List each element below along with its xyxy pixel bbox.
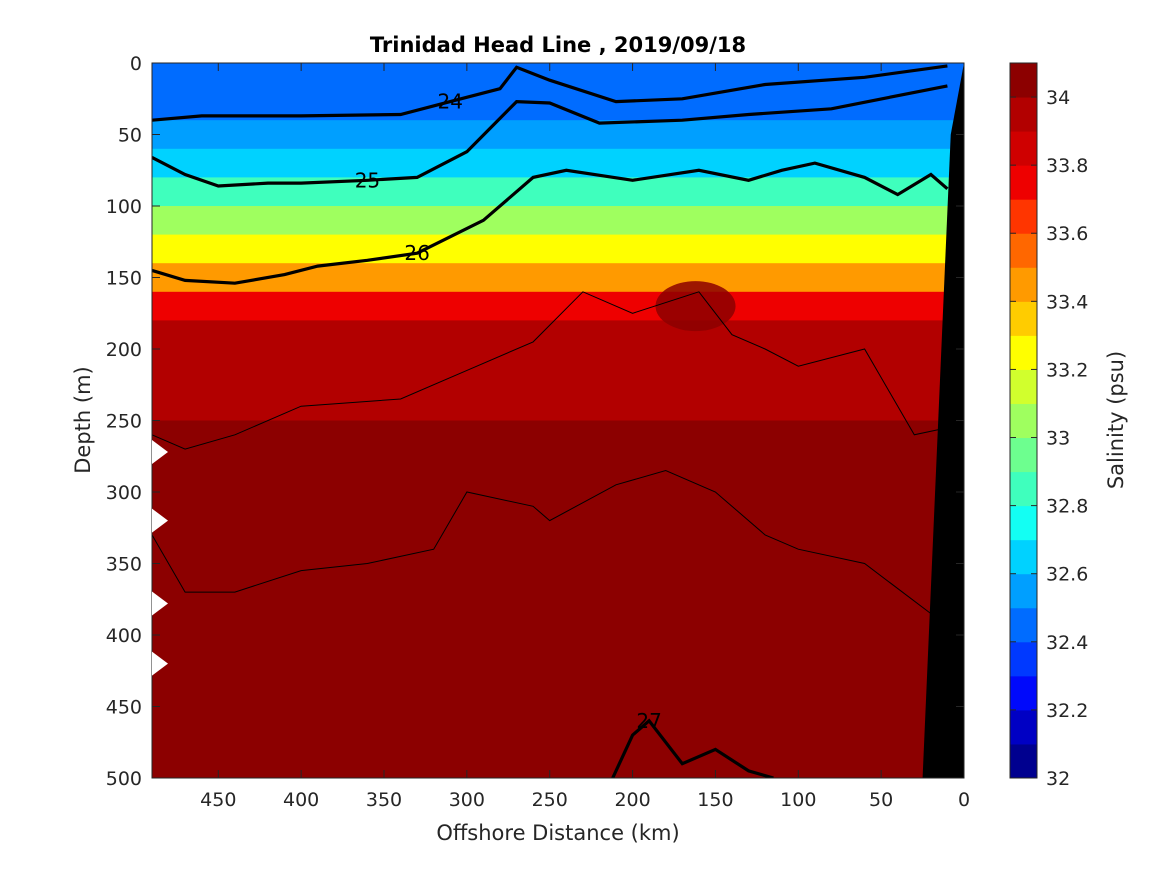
colorbar-segment (1010, 471, 1037, 507)
colorbar-tick-label: 33.6 (1046, 223, 1088, 245)
density-contour-24 (152, 64, 948, 122)
colorbar-segment (1010, 233, 1037, 268)
colorbar-frame (1009, 62, 1038, 779)
x-tick-label: 250 (532, 789, 568, 811)
colorbar-segment (1010, 573, 1037, 609)
thin-contour-line (152, 291, 948, 450)
contour-label-25: 25 (355, 168, 380, 192)
y-tick-label: 250 (106, 411, 142, 433)
colorbar-segment (1010, 131, 1037, 166)
colorbar-segment (1010, 505, 1037, 541)
station-marker (152, 508, 168, 533)
thin-contour-line (152, 469, 932, 614)
contour-label-26: 26 (404, 241, 429, 265)
salinity-band (152, 120, 964, 150)
contour-layer: 24 25 26 27 (152, 64, 949, 778)
colorbar-tick-label: 33.8 (1046, 155, 1088, 177)
salinity-band (152, 263, 964, 293)
y-tick-label: 500 (106, 768, 142, 790)
y-tick-label: 100 (106, 196, 142, 218)
y-tick-label: 400 (106, 625, 142, 647)
y-tick-label: 150 (106, 268, 142, 290)
colorbar-tick-label: 33.2 (1046, 359, 1088, 381)
salinity-band (152, 63, 964, 93)
y-tick-label: 350 (106, 554, 142, 576)
x-tick-label: 150 (697, 789, 733, 811)
salinity-band (152, 234, 964, 264)
density-contour-25 (152, 84, 948, 188)
x-tick-label: 200 (614, 789, 650, 811)
y-tick-label: 0 (130, 53, 142, 75)
y-axis-title: Depth (m) (71, 366, 95, 473)
x-tick-label: 400 (283, 789, 319, 811)
contour-label-27: 27 (636, 709, 661, 733)
y-tick-label: 300 (106, 482, 142, 504)
colorbar-segment (1010, 301, 1037, 336)
colorbar-tick-label: 34 (1046, 87, 1070, 109)
colorbar-segment (1010, 709, 1037, 745)
colorbar-segment (1010, 403, 1037, 439)
station-marker (152, 651, 168, 676)
station-marker (152, 439, 168, 464)
colorbar-segment (1010, 743, 1037, 779)
colorbar-tick-label: 32.8 (1046, 496, 1088, 518)
plot-axes: 450 400 350 300 250 200 150 100 50 00501001502002… (106, 53, 970, 811)
x-axis-title: Offshore Distance (km) (436, 821, 679, 845)
y-tick-label: 450 (106, 697, 142, 719)
colorbar-tick-label: 32.4 (1046, 632, 1088, 654)
colorbar-tick-label: 32 (1046, 768, 1070, 790)
salinity-patch (476, 710, 557, 761)
colorbar-segment (1010, 97, 1037, 132)
salinity-band (152, 206, 964, 236)
density-contour-26 (152, 161, 949, 285)
density-contour-27 (611, 718, 774, 778)
colorbar-tick-label: 32.2 (1046, 700, 1088, 722)
colorbar-segment (1010, 63, 1037, 98)
colorbar-segment (1010, 437, 1037, 473)
colorbar-tick-label: 33 (1046, 428, 1070, 450)
colorbar-segment (1010, 641, 1037, 677)
colorbar-segment (1010, 607, 1037, 643)
salinity-band (152, 320, 964, 421)
plot-area (152, 63, 964, 778)
salinity-band (152, 635, 964, 778)
x-tick-label: 50 (869, 789, 893, 811)
x-tick-label: 0 (958, 789, 970, 811)
seafloor-wedge (922, 63, 964, 778)
colorbar-tick-label: 32.6 (1046, 564, 1088, 586)
colorbar-segment (1010, 675, 1037, 711)
colorbar-segment (1010, 199, 1037, 234)
x-tick-label: 350 (366, 789, 402, 811)
y-tick-label: 200 (106, 339, 142, 361)
colorbar-segment (1010, 165, 1037, 200)
contour-label-24: 24 (438, 90, 463, 114)
salinity-patch (655, 281, 736, 332)
colorbar-segment (1010, 539, 1037, 575)
x-tick-label: 450 (200, 789, 236, 811)
colorbar-segment (1010, 267, 1037, 302)
colorbar: 32 32.2 32.4 32.6 32.8 33 33.2 33.4 33.6 33.8 34 (1009, 62, 1088, 790)
station-marker (152, 591, 168, 616)
chart-title: Trinidad Head Line , 2019/09/18 (370, 33, 746, 57)
y-tick-label: 50 (118, 125, 142, 147)
colorbar-title: Salinity (psu) (1104, 351, 1128, 489)
colorbar-tick-label: 33.4 (1046, 291, 1088, 313)
x-tick-label: 300 (449, 789, 485, 811)
x-tick-label: 100 (780, 789, 816, 811)
colorbar-segment (1010, 369, 1037, 404)
colorbar-segment (1010, 335, 1037, 370)
salinity-band (152, 420, 964, 636)
salinity-band (152, 291, 964, 321)
